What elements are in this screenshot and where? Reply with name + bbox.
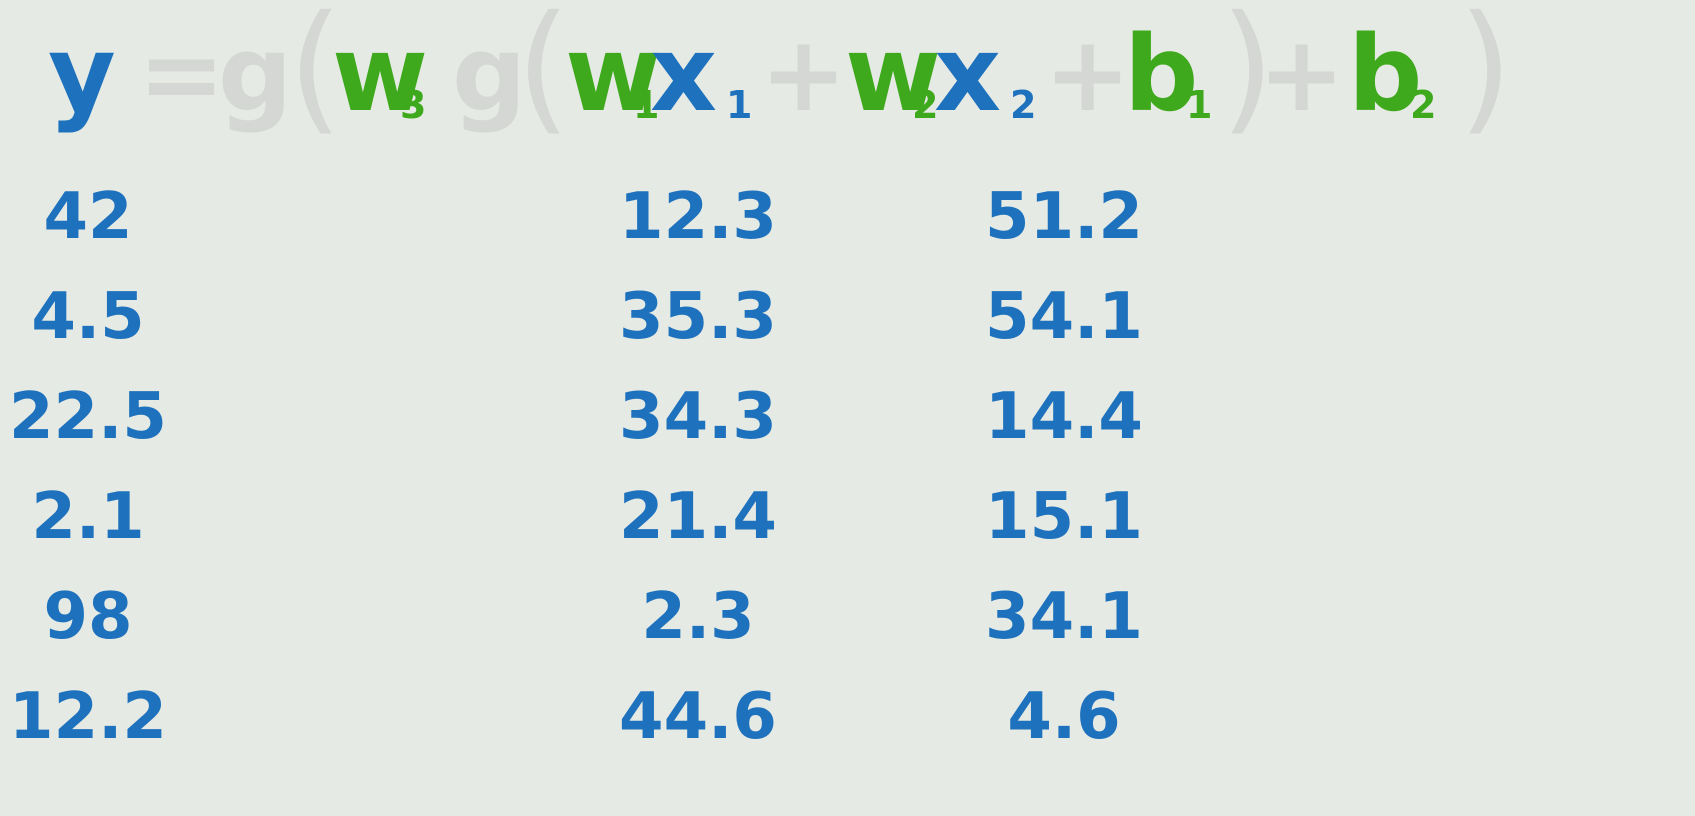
eq-w1-sub: 1 — [633, 83, 660, 127]
x1-value: 35.3 — [619, 280, 777, 354]
x1-value: 12.3 — [619, 180, 777, 254]
eq-plus-1: + — [760, 13, 848, 135]
eq-g-inner: g — [452, 13, 527, 135]
eq-equals: = — [138, 13, 226, 135]
x2-value: 54.1 — [985, 280, 1143, 354]
y-value: 98 — [43, 580, 133, 654]
x2-value: 15.1 — [985, 480, 1143, 554]
eq-y: y — [48, 13, 116, 135]
eq-open-inner: ( — [516, 0, 571, 149]
x2-value: 4.6 — [1007, 680, 1121, 754]
x2-value: 14.4 — [985, 380, 1143, 454]
x2-value: 34.1 — [985, 580, 1143, 654]
x1-value: 34.3 — [619, 380, 777, 454]
eq-close-inner: ) — [1220, 0, 1275, 149]
eq-g-outer: g — [218, 13, 293, 135]
eq-b2: b — [1348, 13, 1423, 135]
y-value: 12.2 — [9, 680, 167, 754]
eq-w3-sub: 3 — [400, 83, 427, 127]
x1-value: 2.3 — [641, 580, 755, 654]
y-value: 22.5 — [9, 380, 167, 454]
eq-w3: w — [332, 13, 429, 135]
x2-value: 51.2 — [985, 180, 1143, 254]
y-value: 2.1 — [31, 480, 145, 554]
eq-b2-sub: 2 — [1410, 83, 1437, 127]
eq-x2-sub: 2 — [1010, 83, 1037, 127]
x1-value: 44.6 — [619, 680, 777, 754]
equation: y = g ( w 3 g ( w 1 x 1 + w 2 x 2 + b 1 … — [0, 0, 1695, 160]
x1-value: 21.4 — [619, 480, 777, 554]
eq-x1-sub: 1 — [726, 83, 753, 127]
x1-column: 12.3 35.3 34.3 21.4 2.3 44.6 — [608, 185, 788, 785]
eq-close-outer: ) — [1458, 0, 1513, 149]
y-column: 42 4.5 22.5 2.1 98 12.2 — [0, 185, 178, 785]
y-value: 42 — [43, 180, 133, 254]
eq-plus-3: + — [1258, 13, 1346, 135]
y-value: 4.5 — [31, 280, 145, 354]
eq-x1: x — [650, 13, 718, 135]
eq-plus-2: + — [1044, 13, 1132, 135]
eq-open-outer: ( — [288, 0, 343, 149]
eq-w2-sub: 2 — [912, 83, 939, 127]
eq-w2: w — [845, 13, 942, 135]
eq-w1: w — [565, 13, 662, 135]
x2-column: 51.2 54.1 14.4 15.1 34.1 4.6 — [974, 185, 1154, 785]
eq-b1-sub: 1 — [1186, 83, 1213, 127]
eq-b1: b — [1124, 13, 1199, 135]
eq-x2: x — [934, 13, 1002, 135]
